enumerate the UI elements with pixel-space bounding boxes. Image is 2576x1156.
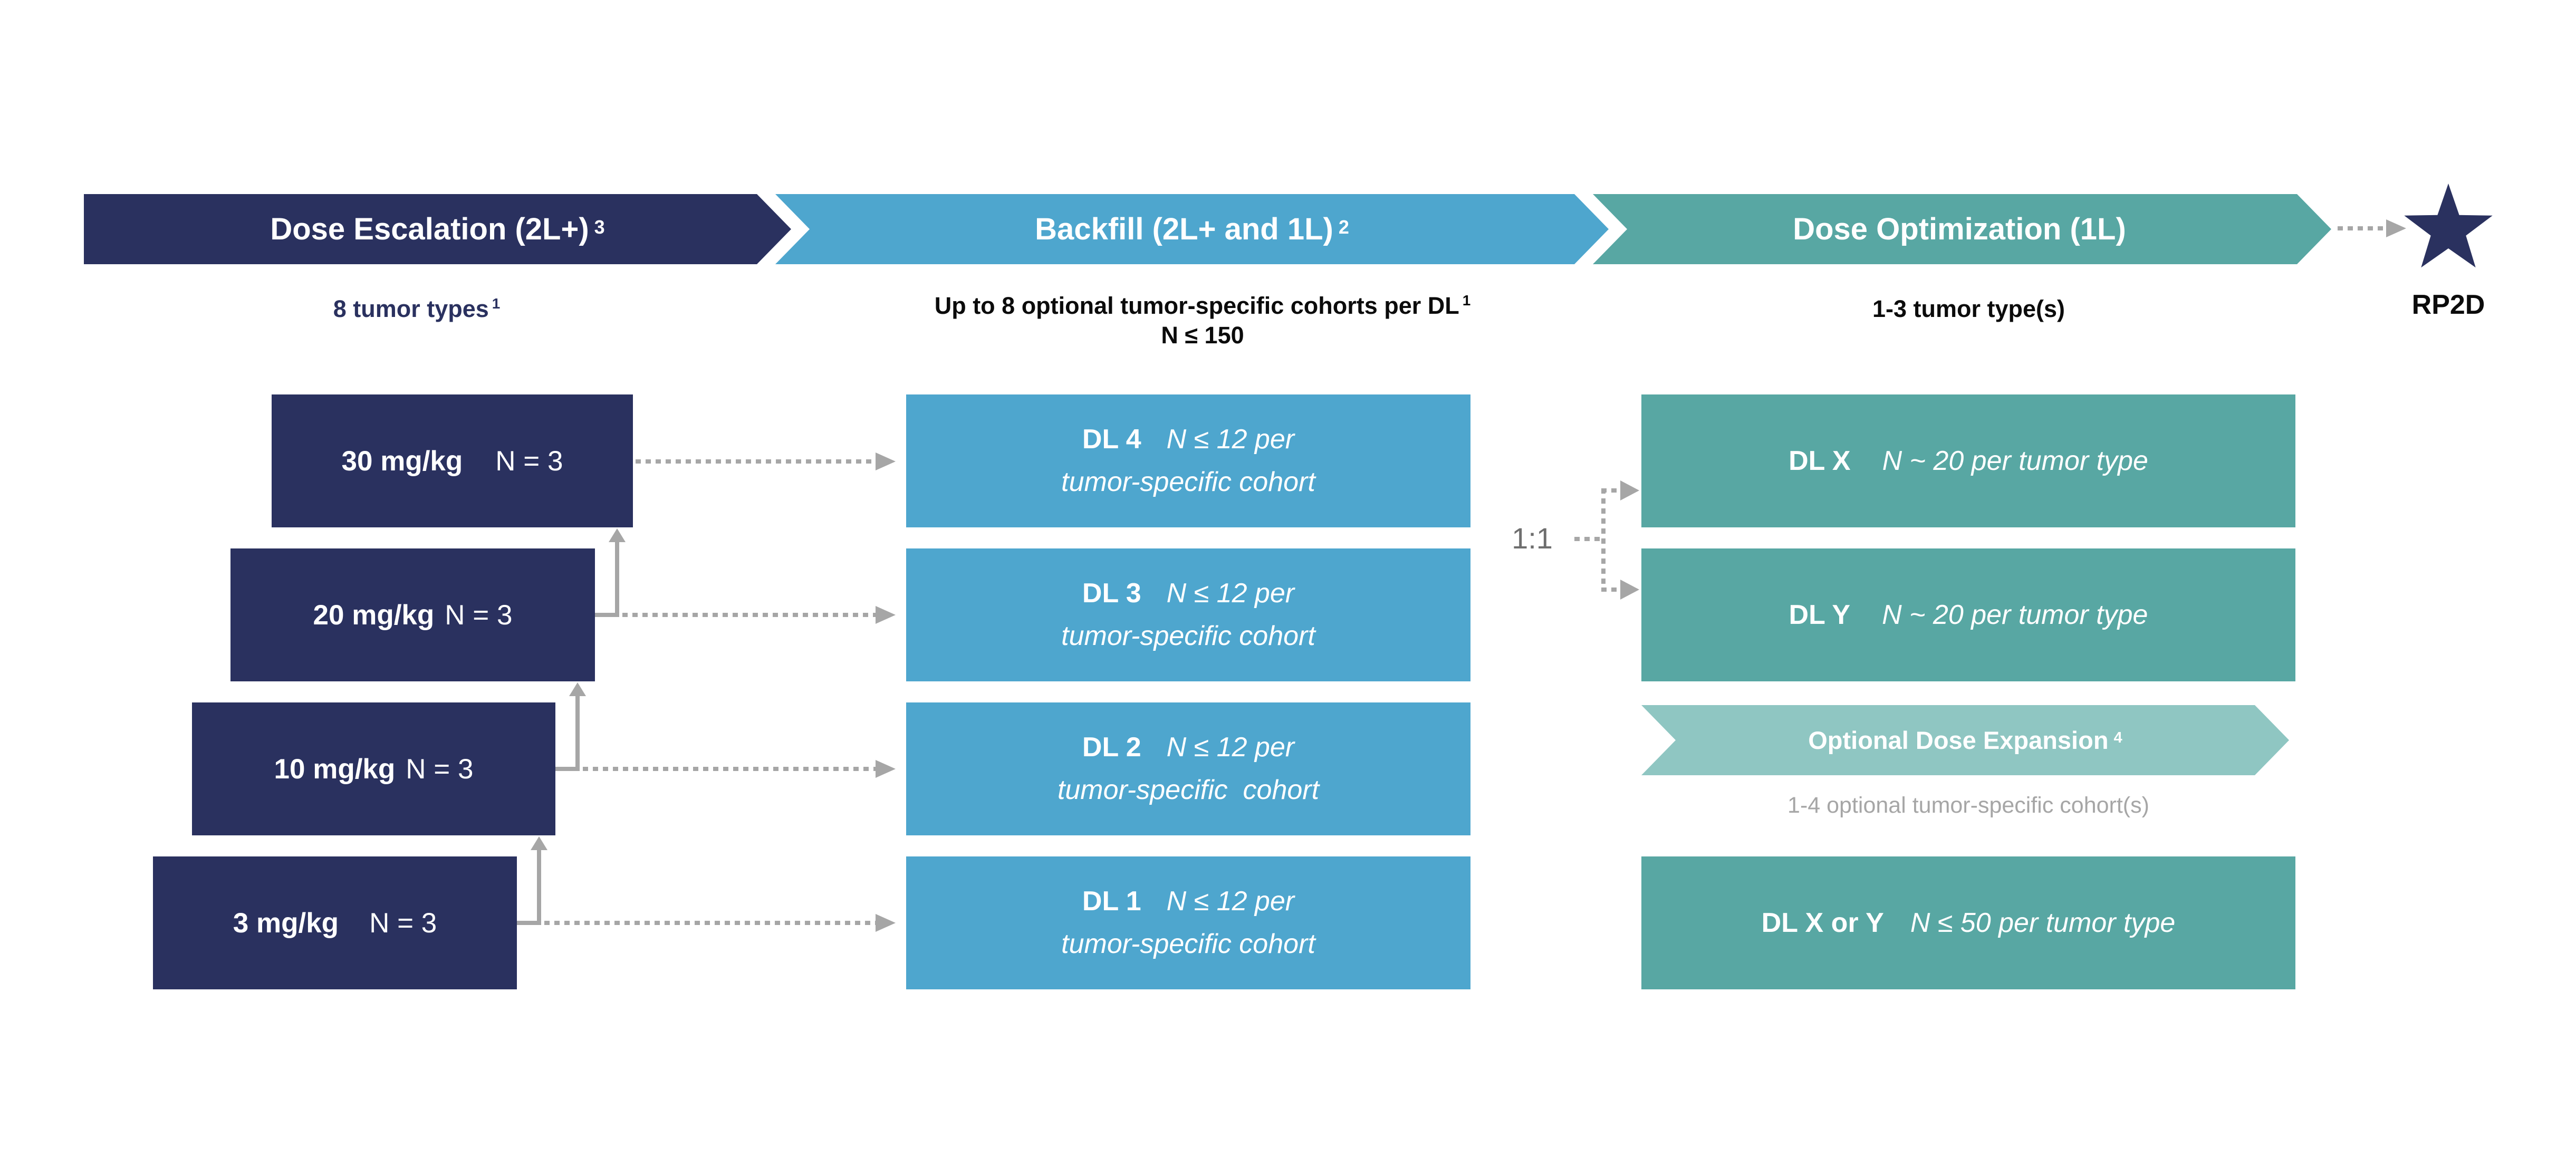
randomization-ratio-label: 1:1 — [1512, 522, 1553, 555]
n-label: N = 3 — [406, 753, 474, 785]
footnote-sup: 3 — [594, 216, 605, 238]
randomization-bracket-stem — [1574, 537, 1603, 541]
phase-banner-label: Backfill (2L+ and 1L) — [1035, 212, 1333, 246]
backfill-subheader-line2: N ≤ 150 — [1161, 322, 1244, 349]
phase-banner-label: Dose Escalation (2L+) — [270, 212, 589, 246]
backfill-box-dl4: DL 4 N ≤ 12 per tumor-specific cohort — [906, 394, 1470, 527]
backfill-subheader: Up to 8 optional tumor-specific cohorts … — [781, 291, 1625, 351]
dose-box-3mgkg: 3 mg/kg N = 3 — [153, 856, 517, 989]
dose-label: 30 mg/kg — [341, 445, 463, 477]
phase-banner-dose-escalation: Dose Escalation (2L+) 3 — [84, 194, 791, 264]
n-label: N = 3 — [445, 599, 513, 631]
n-label: N = 3 — [369, 907, 437, 939]
cohort-desc-label: tumor-specific cohort — [1057, 775, 1320, 805]
escalation-up-arrow-2 — [569, 682, 586, 696]
escalation-elbow-10-20-v — [575, 695, 580, 771]
dotted-arrow-row1 — [636, 459, 876, 464]
escalation-up-arrow-1 — [609, 528, 626, 542]
dotted-arrow-row2 — [622, 613, 876, 617]
escalation-elbow-20-30 — [595, 613, 619, 617]
expansion-banner-label: Optional Dose Expansion — [1808, 726, 2109, 754]
footnote-sup: 1 — [1462, 292, 1471, 309]
expansion-banner: Optional Dose Expansion 4 — [1641, 705, 2289, 775]
optimization-subheader: 1-3 tumor type(s) — [1872, 295, 2065, 322]
dl-label: DL 3 — [1082, 578, 1141, 609]
dl-label: DL Y — [1789, 600, 1851, 630]
escalation-subheader-text: 8 tumor types — [333, 295, 489, 322]
footnote-sup: 4 — [2113, 729, 2122, 746]
randomization-bracket-bottom — [1601, 587, 1620, 592]
footnote-sup: 2 — [1338, 216, 1349, 238]
backfill-subheader-line1: Up to 8 optional tumor-specific cohorts … — [781, 291, 1625, 321]
dotted-arrow-to-rp2d — [2338, 226, 2386, 230]
dl-label: DL X or Y — [1761, 908, 1884, 938]
dotted-arrow-row3-head — [876, 760, 896, 778]
backfill-box-dl3: DL 3 N ≤ 12 per tumor-specific cohort — [906, 548, 1470, 681]
randomization-arrow-dlx-head — [1620, 480, 1639, 500]
dl-label: DL 2 — [1082, 732, 1141, 763]
cohort-desc-label: tumor-specific cohort — [1061, 621, 1315, 651]
dose-label: 10 mg/kg — [274, 753, 396, 785]
dotted-arrow-row4 — [544, 921, 876, 925]
expansion-box-dlx-or-y: DL X or Y N ≤ 50 per tumor type — [1641, 856, 2295, 989]
expansion-caption: 1-4 optional tumor-specific cohort(s) — [1787, 793, 2149, 818]
backfill-subheader-text: Up to 8 optional tumor-specific cohorts … — [934, 292, 1459, 319]
dose-label: 20 mg/kg — [313, 599, 435, 631]
cohort-size-label: N ~ 20 per tumor type — [1882, 446, 2148, 476]
dl-label: DL 4 — [1082, 424, 1141, 455]
optimization-box-dlx: DL X N ~ 20 per tumor type — [1641, 394, 2295, 527]
escalation-elbow-3-10-v — [537, 849, 541, 925]
dotted-arrow-row3 — [583, 767, 876, 771]
dl-label: DL 1 — [1082, 886, 1141, 917]
backfill-box-dl2: DL 2 N ≤ 12 per tumor-specific cohort — [906, 702, 1470, 835]
dotted-arrow-to-rp2d-head — [2386, 219, 2406, 237]
dose-box-30mgkg: 30 mg/kg N = 3 — [272, 394, 633, 527]
phase-banner-dose-optimization: Dose Optimization (1L) — [1593, 194, 2331, 264]
n-label: N = 3 — [495, 445, 563, 477]
escalation-elbow-10-20 — [555, 767, 580, 771]
cohort-size-label: N ≤ 12 per — [1166, 578, 1295, 609]
escalation-elbow-3-10 — [517, 921, 541, 925]
dose-label: 3 mg/kg — [233, 907, 339, 939]
rp2d-label: RP2D — [2411, 290, 2485, 320]
cohort-desc-label: tumor-specific cohort — [1061, 929, 1315, 959]
dl-label: DL X — [1789, 446, 1851, 476]
cohort-size-label: N ≤ 50 per tumor type — [1910, 908, 2176, 938]
cohort-size-label: N ≤ 12 per — [1166, 424, 1295, 455]
optimization-box-dly: DL Y N ~ 20 per tumor type — [1641, 548, 2295, 681]
escalation-up-arrow-3 — [531, 836, 547, 850]
phase-banner-label: Dose Optimization (1L) — [1793, 212, 2126, 246]
phase-banner-backfill: Backfill (2L+ and 1L) 2 — [775, 194, 1609, 264]
randomization-bracket-top — [1601, 488, 1620, 493]
cohort-size-label: N ≤ 12 per — [1166, 886, 1295, 917]
escalation-subheader: 8 tumor types 1 — [153, 294, 680, 324]
footnote-sup: 1 — [492, 295, 501, 312]
dose-box-20mgkg: 20 mg/kg N = 3 — [230, 548, 595, 681]
escalation-elbow-20-30-v — [615, 541, 619, 617]
randomization-bracket-vertical — [1601, 488, 1606, 592]
randomization-arrow-dly-head — [1620, 580, 1639, 600]
dose-box-10mgkg: 10 mg/kg N = 3 — [192, 702, 555, 835]
cohort-size-label: N ~ 20 per tumor type — [1882, 600, 2148, 630]
backfill-box-dl1: DL 1 N ≤ 12 per tumor-specific cohort — [906, 856, 1470, 989]
cohort-size-label: N ≤ 12 per — [1166, 732, 1295, 763]
cohort-desc-label: tumor-specific cohort — [1061, 467, 1315, 497]
dotted-arrow-row4-head — [876, 914, 896, 932]
rp2d-star-icon — [2404, 184, 2493, 268]
dotted-arrow-row2-head — [876, 606, 896, 624]
dotted-arrow-row1-head — [876, 452, 896, 470]
